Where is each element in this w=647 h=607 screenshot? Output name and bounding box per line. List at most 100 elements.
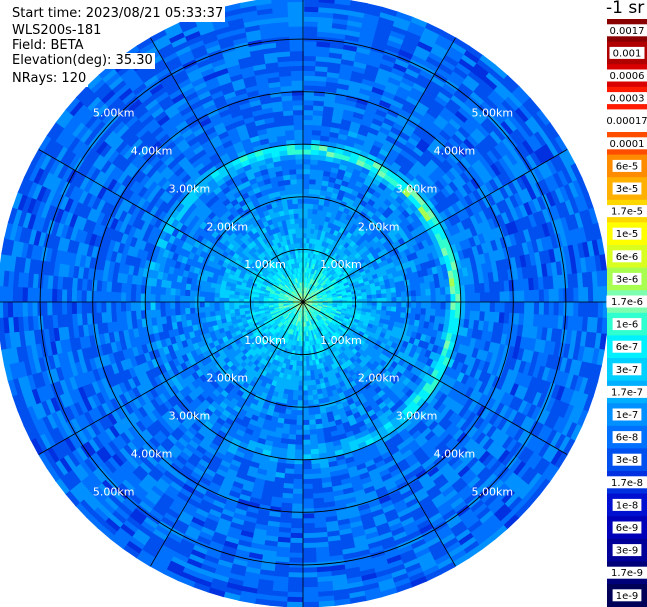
- field-cell: [344, 99, 358, 108]
- field-cell: [535, 238, 545, 253]
- field-cell: [459, 171, 472, 185]
- field-cell: [474, 302, 481, 312]
- field-cell: [422, 212, 432, 223]
- field-cell: [548, 302, 555, 317]
- field-cell: [299, 351, 303, 357]
- field-cell: [468, 236, 477, 248]
- field-cell: [400, 307, 407, 314]
- field-cell: [332, 302, 338, 304]
- field-cell: [542, 143, 556, 161]
- field-cell: [545, 122, 560, 140]
- field-cell: [574, 212, 585, 230]
- field-cell: [352, 277, 359, 283]
- field-cell: [320, 184, 329, 192]
- field-cell: [524, 171, 537, 187]
- field-cell: [452, 163, 465, 176]
- field-cell: [490, 191, 502, 205]
- field-cell: [429, 196, 440, 208]
- field-cell: [298, 380, 303, 387]
- field-cell: [418, 232, 427, 243]
- field-cell: [476, 83, 492, 98]
- field-cell: [532, 112, 547, 130]
- field-cell: [498, 312, 505, 324]
- field-cell: [442, 82, 458, 96]
- field-cell: [518, 278, 525, 292]
- field-cell: [351, 293, 358, 298]
- field-cell: [322, 276, 328, 282]
- field-cell: [379, 126, 392, 136]
- field-cell: [311, 293, 316, 297]
- field-cell: [303, 178, 310, 185]
- field-cell: [394, 157, 406, 168]
- field-cell: [471, 162, 484, 176]
- field-cell: [317, 277, 322, 283]
- field-cell: [513, 231, 523, 246]
- field-cell: [317, 296, 323, 299]
- field-cell: [486, 149, 500, 164]
- field-cell: [519, 290, 525, 303]
- field-cell: [376, 305, 383, 311]
- field-cell: [435, 223, 445, 234]
- field-cell: [313, 274, 317, 281]
- field-cell: [500, 211, 511, 226]
- field-cell: [564, 199, 576, 217]
- field-cell: [312, 295, 318, 299]
- field-cell: [317, 295, 323, 299]
- field-cell: [531, 239, 540, 254]
- field-cell: [322, 284, 329, 289]
- field-cell: [321, 210, 328, 217]
- field-cell: [327, 282, 334, 288]
- field-cell: [305, 272, 308, 278]
- field-cell: [307, 298, 313, 301]
- field-cell: [322, 246, 328, 253]
- field-cell: [334, 266, 341, 273]
- field-cell: [436, 190, 448, 202]
- field-cell: [418, 138, 431, 150]
- field-cell: [477, 104, 492, 119]
- field-cell: [381, 306, 388, 312]
- field-cell: [312, 286, 317, 292]
- field-cell: [423, 60, 440, 73]
- field-cell: [530, 183, 543, 199]
- field-cell: [305, 293, 310, 298]
- field-cell: [509, 290, 516, 303]
- field-cell: [597, 286, 604, 304]
- field-cell: [445, 121, 459, 135]
- field-cell: [455, 302, 461, 311]
- field-cell: [303, 60, 317, 67]
- field-cell: [501, 137, 515, 153]
- field-cell: [382, 53, 398, 64]
- field-cell: [356, 133, 368, 142]
- field-cell: [449, 286, 456, 295]
- field-cell: [297, 390, 303, 397]
- field-cell: [320, 273, 326, 280]
- field-cell: [495, 201, 507, 215]
- field-cell: [357, 41, 373, 51]
- field-cell: [401, 76, 416, 88]
- field-cell: [454, 285, 461, 295]
- field-cell: [395, 195, 405, 205]
- field-cell: [458, 58, 475, 72]
- field-cell: [369, 148, 380, 158]
- field-cell: [303, 124, 313, 131]
- field-cell: [306, 282, 309, 288]
- field-cell: [381, 297, 388, 303]
- field-cell: [327, 260, 333, 267]
- field-cell: [424, 130, 438, 142]
- field-cell: [417, 156, 429, 168]
- field-cell: [513, 128, 527, 144]
- field-cell: [313, 280, 318, 287]
- field-cell: [316, 293, 322, 297]
- field-cell: [460, 229, 470, 241]
- field-cell: [459, 310, 466, 320]
- field-cell: [482, 207, 493, 221]
- field-cell: [315, 270, 319, 276]
- field-cell: [303, 45, 318, 52]
- field-cell: [528, 277, 535, 292]
- field-cell: [351, 296, 358, 300]
- field-cell: [371, 290, 377, 296]
- field-cell: [345, 29, 362, 38]
- field-cell: [599, 254, 608, 272]
- field-cell: [511, 110, 526, 127]
- field-cell: [321, 293, 327, 296]
